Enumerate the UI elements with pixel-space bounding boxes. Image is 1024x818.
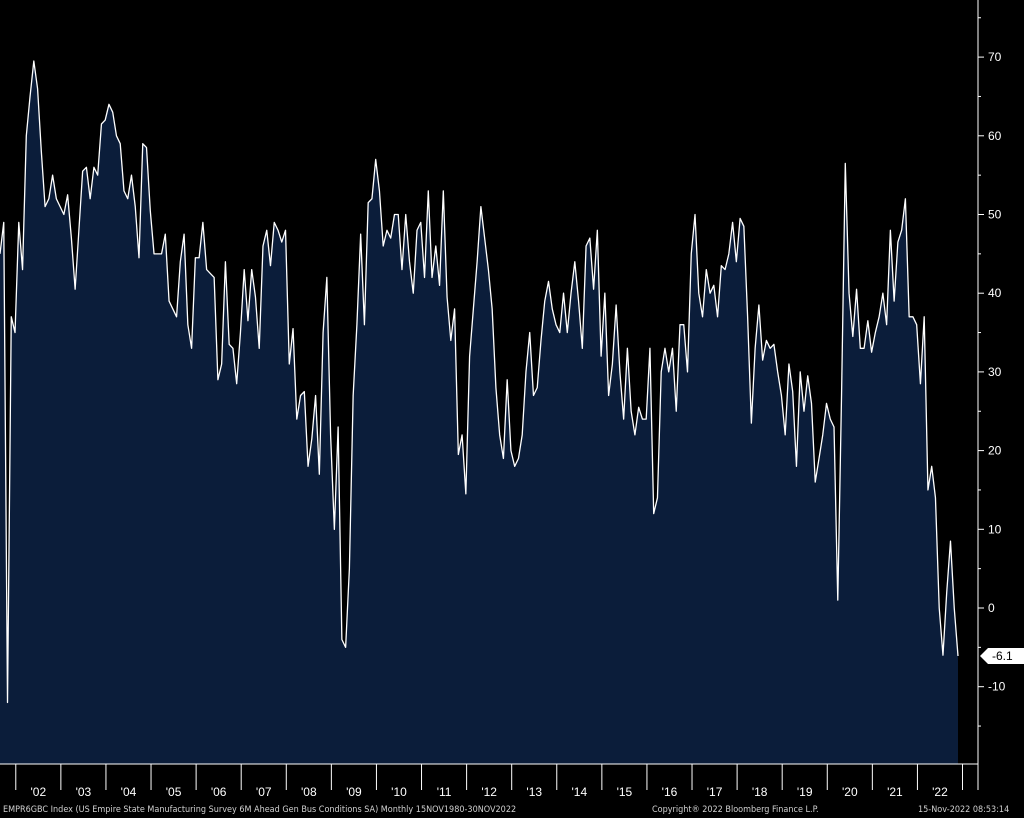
- x-tick-label: '04: [121, 785, 137, 799]
- x-tick-label: '07: [256, 785, 272, 799]
- y-tick-label: 50: [988, 208, 1002, 222]
- y-tick-label: 40: [988, 286, 1002, 300]
- x-tick-label: '05: [166, 785, 182, 799]
- last-value-label: -6.1: [992, 649, 1013, 663]
- x-tick-label: '14: [571, 785, 587, 799]
- series-area: [0, 61, 958, 764]
- x-tick-label: '19: [797, 785, 813, 799]
- footer-copyright: Copyright® 2022 Bloomberg Finance L.P.: [652, 805, 819, 815]
- y-tick-label: 30: [988, 365, 1002, 379]
- y-tick-label: -10: [988, 680, 1006, 694]
- x-tick-label: '20: [842, 785, 858, 799]
- footer-bar: EMPR6GBC Index (US Empire State Manufact…: [0, 802, 1024, 818]
- y-tick-label: 0: [988, 601, 995, 615]
- x-tick-label: '11: [437, 785, 452, 799]
- area-layer: [0, 60, 959, 764]
- x-tick-label: '22: [932, 785, 948, 799]
- last-value-box: [980, 648, 1024, 665]
- x-tick-label: '10: [391, 785, 407, 799]
- x-tick-label: '12: [481, 785, 497, 799]
- y-tick-label: 60: [988, 129, 1002, 143]
- x-tick-label: '21: [887, 785, 903, 799]
- x-tick-label: '08: [301, 785, 317, 799]
- y-tick-label: 20: [988, 444, 1002, 458]
- x-tick-label: '09: [346, 785, 362, 799]
- y-tick-label: 70: [988, 50, 1002, 64]
- footer-timestamp: 15-Nov-2022 08:53:14: [918, 805, 1010, 815]
- x-tick-label: '03: [76, 785, 92, 799]
- x-tick-label: '06: [211, 785, 227, 799]
- x-tick-label: '18: [752, 785, 768, 799]
- footer-security-description: EMPR6GBC Index (US Empire State Manufact…: [3, 805, 517, 815]
- axis-layer: 70 60 50 40 30 20 10 0 -10 -6.1 '02 '03 '04 '05 '06 '07…: [0, 0, 1024, 799]
- x-tick-label: '16: [662, 785, 678, 799]
- series-line: [0, 60, 959, 704]
- x-tick-label: '15: [617, 785, 633, 799]
- x-tick-label: '17: [707, 785, 723, 799]
- x-tick-label: '02: [31, 785, 47, 799]
- y-tick-label: 10: [988, 522, 1002, 536]
- x-tick-label: '13: [526, 785, 542, 799]
